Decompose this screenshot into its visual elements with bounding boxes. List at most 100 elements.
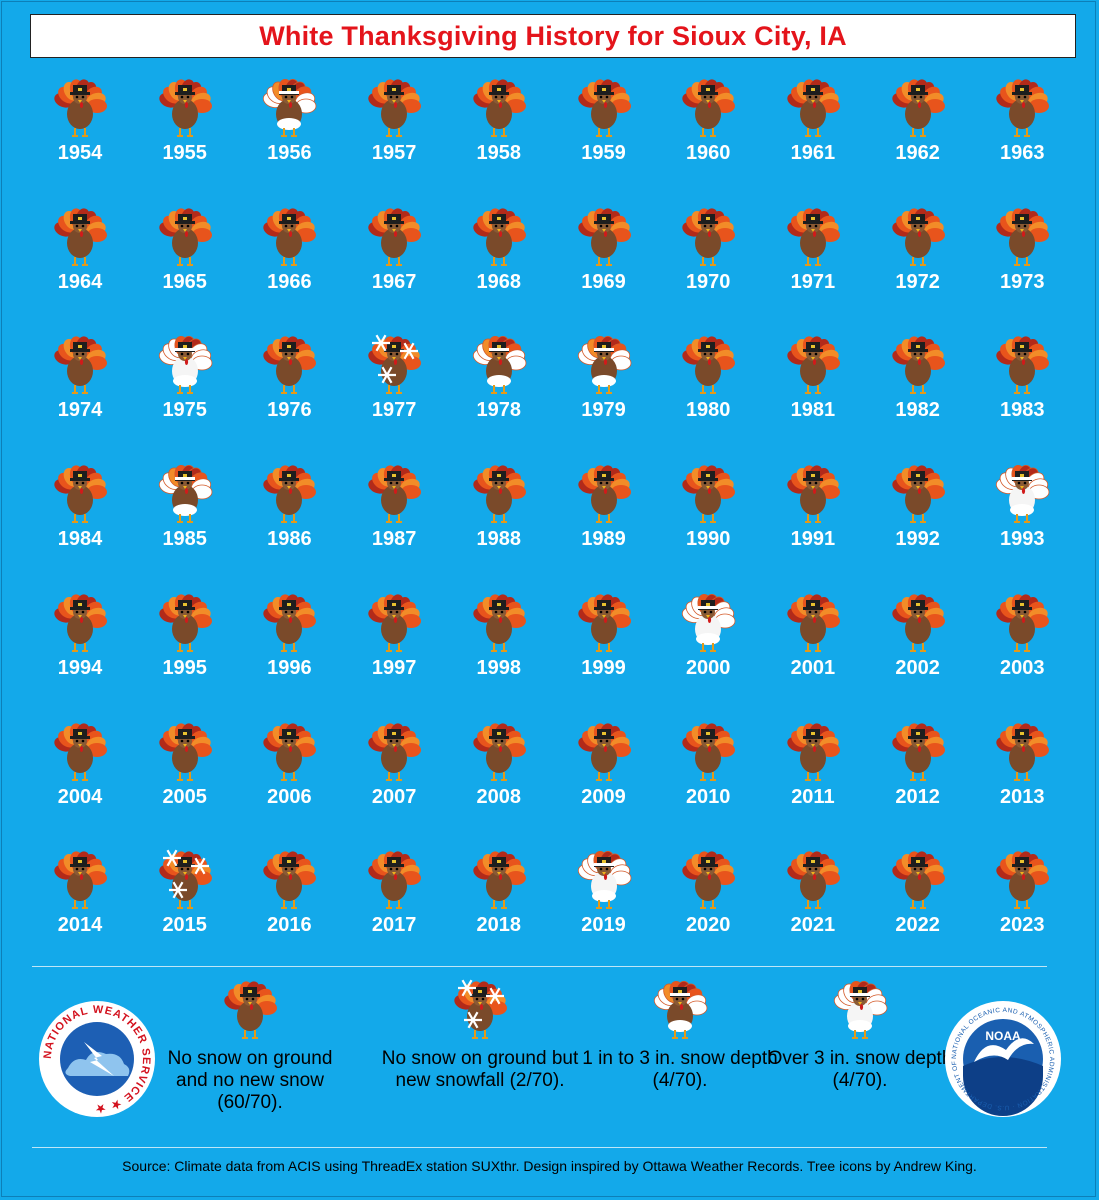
year-label: 2017: [371, 914, 417, 937]
year-cell: 2022: [868, 848, 968, 968]
year-label: 1962: [895, 142, 940, 164]
year-label: 1958: [476, 142, 522, 164]
year-cell: 1954: [30, 76, 130, 196]
year-label: 2014: [57, 914, 103, 937]
year-cell: 1979: [554, 333, 654, 453]
turkey-none-icon: [368, 79, 422, 137]
turkey-none-icon: [473, 851, 526, 910]
year-label: 2010: [685, 785, 731, 808]
year-cell: 1988: [449, 462, 549, 582]
year-cell: 1959: [554, 76, 654, 196]
year-cell: 2006: [239, 720, 339, 840]
year-label: 2022: [895, 914, 940, 937]
noaa-logo-icon: NOAA NATIONAL OCEANIC AND ATMOSPHERIC AD…: [944, 1000, 1061, 1117]
year-cell: 1962: [868, 76, 968, 196]
year-cell: 1970: [658, 205, 758, 325]
year-label: 1982: [895, 399, 940, 422]
year-cell: 2014: [30, 848, 130, 968]
turkey-none-icon: [54, 851, 107, 910]
turkey-none-icon: [682, 722, 736, 781]
turkey-none-icon: [787, 722, 840, 781]
year-cell: 1978: [449, 333, 549, 453]
year-label: 1966: [267, 270, 312, 293]
year-label: 2003: [1000, 656, 1045, 679]
turkey-none-icon: [891, 722, 945, 781]
year-cell: 2003: [972, 591, 1072, 711]
turkey-none-icon: [682, 465, 736, 524]
year-cell: 1989: [554, 462, 654, 582]
legend-label-none: No snow on ground and no new snow (60/70…: [167, 1048, 333, 1113]
year-cell: 2023: [972, 848, 1072, 968]
legend-turkey-depth-over-3-icon: [833, 980, 888, 1039]
turkey-none-icon: [682, 79, 736, 137]
legend-label-new-snow: No snow on ground but new snowfall (2/70…: [381, 1048, 579, 1091]
year-label: 1981: [790, 399, 836, 422]
year-label: 1957: [371, 142, 417, 164]
nws-logo-icon: NATIONAL WEATHER SERVICE ★ ★: [39, 1001, 155, 1117]
legend-turkey-none-icon: [224, 981, 277, 1039]
year-cell: 2011: [763, 720, 863, 840]
year-label: 2005: [162, 785, 207, 808]
year-label: 1989: [581, 528, 626, 551]
year-label: 1997: [371, 656, 417, 679]
year-cell: 1990: [658, 462, 758, 582]
turkey-none-icon: [787, 336, 840, 395]
turkey-none-icon: [54, 208, 107, 266]
year-label: 2021: [790, 914, 836, 937]
year-label: 2023: [1000, 914, 1045, 937]
year-label: 1995: [162, 656, 207, 679]
year-label: 1970: [685, 270, 731, 293]
year-cell: 1964: [30, 205, 130, 325]
year-label: 1967: [371, 270, 417, 293]
year-cell: 1985: [135, 462, 235, 582]
legend-label-depth-over-3: Over 3 in. snow depth (4/70).: [767, 1048, 953, 1091]
year-cell: 1967: [344, 205, 444, 325]
year-label: 1956: [267, 142, 312, 164]
turkey-none-icon: [577, 208, 631, 266]
year-cell: 1997: [344, 591, 444, 711]
turkey-none-icon: [787, 79, 840, 137]
year-label: 1959: [581, 142, 626, 164]
turkey-none-icon: [787, 594, 840, 652]
year-label: 2011: [791, 785, 835, 808]
year-cell: 1999: [554, 591, 654, 711]
year-label: 1960: [685, 142, 731, 164]
turkey-none-icon: [473, 594, 526, 652]
year-label: 1988: [476, 528, 522, 551]
year-label: 1969: [581, 270, 626, 293]
turkey-none-icon: [54, 722, 107, 781]
turkey-none-icon: [368, 594, 422, 652]
year-cell: 2020: [658, 848, 758, 968]
legend-turkey-depth-1-3-icon: [653, 980, 708, 1039]
year-label: 2002: [895, 656, 940, 679]
year-label: 1994: [57, 656, 103, 679]
year-label: 2007: [371, 785, 417, 808]
year-label: 2013: [1000, 785, 1045, 808]
turkey-new-snow-icon: [158, 849, 212, 910]
year-cell: 1980: [658, 333, 758, 453]
year-cell: 1981: [763, 333, 863, 453]
year-cell: 1960: [658, 76, 758, 196]
year-label: 2012: [895, 785, 940, 808]
year-label: 1998: [476, 656, 522, 679]
year-label: 2006: [267, 785, 312, 808]
year-cell: 2015: [135, 848, 235, 968]
year-label: 1996: [267, 656, 312, 679]
turkey-none-icon: [263, 465, 317, 524]
turkey-none-icon: [473, 79, 526, 137]
year-label: 2016: [267, 914, 312, 937]
turkey-depth-1-3-icon: [263, 78, 317, 137]
year-cell: 2010: [658, 720, 758, 840]
turkey-depth-over-3-icon: [996, 465, 1050, 524]
year-label: 1993: [1000, 528, 1045, 551]
year-cell: 2004: [30, 720, 130, 840]
turkey-none-icon: [577, 594, 631, 652]
turkey-depth-1-3-icon: [158, 465, 213, 524]
turkey-none-icon: [263, 208, 317, 266]
year-cell: 1969: [554, 205, 654, 325]
year-label: 1961: [790, 142, 836, 164]
turkey-none-icon: [682, 851, 736, 910]
year-cell: 1957: [344, 76, 444, 196]
year-cell: 1961: [763, 76, 863, 196]
